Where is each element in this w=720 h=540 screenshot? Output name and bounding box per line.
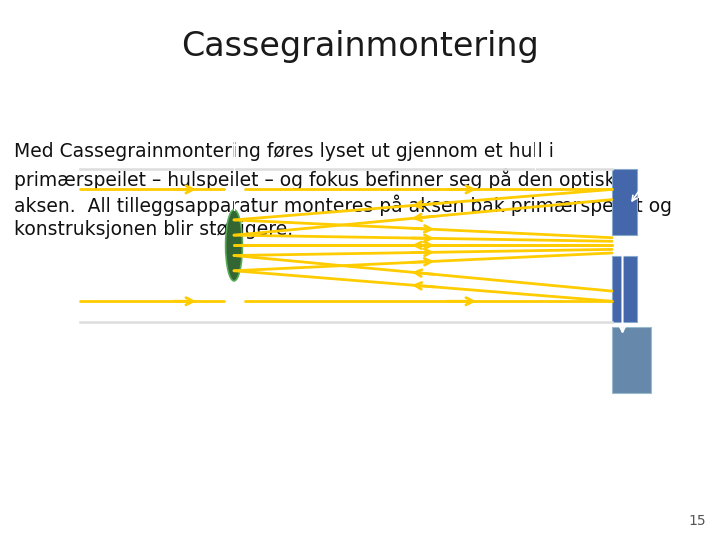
Bar: [612, 255, 636, 322]
Text: primærspeilet – hulspeilet – og fokus befinner seg på den optiske: primærspeilet – hulspeilet – og fokus be…: [14, 168, 626, 190]
Text: 15: 15: [688, 514, 706, 528]
Text: konstruksjonen blir stødigere.: konstruksjonen blir stødigere.: [14, 220, 293, 239]
Ellipse shape: [225, 210, 243, 281]
Bar: [612, 169, 636, 235]
Text: Cassegrainmontering: Cassegrainmontering: [181, 30, 539, 63]
Text: Med Cassegrainmontering føres lyset ut gjennom et hull i: Med Cassegrainmontering føres lyset ut g…: [14, 142, 554, 161]
Bar: [612, 327, 650, 393]
Text: Objective mirror: Objective mirror: [495, 124, 575, 133]
Text: Secondary mirror: Secondary mirror: [192, 124, 276, 133]
Text: Eyepiece: Eyepiece: [521, 362, 565, 373]
Text: aksen.  All tilleggsapparatur monteres på aksen bak primærspeilet og: aksen. All tilleggsapparatur monteres på…: [14, 194, 672, 215]
